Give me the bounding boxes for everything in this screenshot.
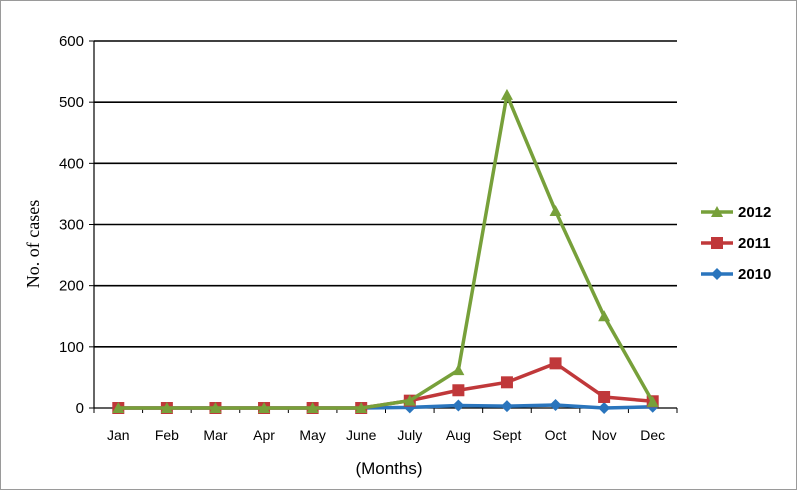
- data-point-diamond: [452, 399, 465, 412]
- legend-item-2012: 2012: [701, 204, 771, 221]
- x-tick-label: Sept: [493, 427, 522, 443]
- x-tick-label: Jan: [107, 427, 130, 443]
- legend-item-2010: 2010: [701, 266, 771, 283]
- data-point-triangle: [160, 402, 173, 413]
- data-point-triangle: [306, 402, 319, 413]
- x-tick-label: Feb: [155, 427, 179, 443]
- data-point-square: [452, 384, 465, 397]
- data-point-triangle: [258, 402, 271, 413]
- y-tick-labels: 0 100 200 300 400 500 600: [59, 33, 84, 417]
- data-point-diamond: [549, 398, 562, 411]
- x-tick-labels: Jan Feb Mar Apr May June July Aug Sept Oct Nov Dec: [107, 427, 665, 443]
- x-tick-label: Oct: [545, 427, 567, 443]
- gridlines: [89, 40, 677, 409]
- data-point-triangle: [549, 205, 562, 217]
- data-point-triangle: [500, 88, 513, 100]
- legend-label: 2010: [738, 266, 771, 283]
- y-axis-label: No. of cases: [23, 200, 43, 288]
- legend-item-2011: 2011: [701, 235, 771, 252]
- data-point-triangle: [711, 206, 723, 217]
- data-point-triangle: [452, 364, 465, 376]
- data-point-square: [549, 357, 562, 370]
- y-tick-label: 100: [59, 339, 84, 356]
- data-point-square: [500, 376, 513, 389]
- x-tick-label: May: [299, 427, 325, 443]
- x-tick-label: Nov: [592, 427, 617, 443]
- x-tick-label: Mar: [203, 427, 227, 443]
- y-tick-label: 200: [59, 278, 84, 295]
- data-point-triangle: [355, 402, 368, 413]
- x-axis-label: (Months): [355, 459, 422, 478]
- data-point-diamond: [598, 402, 611, 414]
- data-point-triangle: [403, 394, 416, 406]
- y-tick-label: 0: [76, 400, 84, 417]
- series-2012: [112, 88, 659, 413]
- x-tick-label: Aug: [446, 427, 471, 443]
- data-point-square: [598, 390, 611, 403]
- x-tick-label: June: [346, 427, 377, 443]
- data-point-diamond: [500, 400, 513, 413]
- x-tick-label: Apr: [253, 427, 275, 443]
- x-tick-label: Dec: [640, 427, 665, 443]
- y-tick-label: 500: [59, 94, 84, 111]
- legend-label: 2012: [738, 204, 771, 221]
- data-point-triangle: [209, 402, 222, 413]
- y-tick-label: 600: [59, 33, 84, 50]
- legend: 2012 2011 2010: [701, 204, 771, 283]
- series-line-2011: [118, 361, 653, 410]
- series-line-2012: [118, 93, 655, 410]
- legend-label: 2011: [738, 235, 771, 252]
- y-tick-label: 300: [59, 217, 84, 234]
- data-point-diamond: [711, 268, 723, 280]
- axes: [93, 41, 678, 413]
- data-point-triangle: [646, 395, 659, 407]
- data-point-triangle: [112, 402, 125, 413]
- y-tick-label: 400: [59, 155, 84, 172]
- data-point-square: [711, 237, 723, 249]
- series-lines: [112, 88, 659, 414]
- data-point-triangle: [598, 310, 611, 322]
- x-tick-label: July: [397, 427, 422, 443]
